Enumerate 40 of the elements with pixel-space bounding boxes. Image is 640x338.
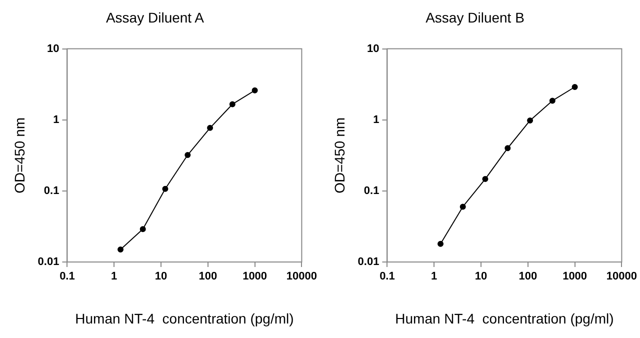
point [572,84,578,90]
point [438,240,444,247]
point [504,145,511,152]
chart-title: Assay Diluent B [426,9,524,26]
point [482,176,488,182]
y-tick-label: 10 [46,42,60,55]
x-tick-label: 100 [198,270,218,283]
x-tick-label: 10000 [286,270,318,283]
y-tick-label: 0.01 [358,256,380,268]
point [184,152,191,158]
point [549,98,556,104]
point [460,204,466,210]
x-tick-label: 1 [111,270,118,283]
x-tick-label: 1000 [242,270,268,283]
y-axis-title: OD=450 nm [331,117,348,194]
x-axis-title: Human NT-4 concentration (pg/ml) [75,310,294,326]
chart-title: Assay Diluent A [106,9,205,26]
y-tick-label: 1 [53,114,60,126]
x-tick-label: 10000 [606,270,638,283]
point [118,246,124,252]
point [527,117,534,124]
x-tick-label: 10 [474,270,488,283]
y-tick-label: 10 [366,42,380,55]
x-tick-label: 1 [431,270,438,283]
x-tick-label: 0.1 [60,270,75,283]
point [252,87,258,94]
y-tick-label: 0.1 [44,184,60,197]
x-tick-label: 10 [154,270,168,283]
point [140,226,146,232]
x-tick-label: 100 [518,270,538,283]
x-tick-label: 1000 [562,270,588,283]
x-tick-label: 0.1 [380,270,395,283]
y-tick-label: 0.1 [364,184,380,197]
point [229,101,236,108]
y-axis-title: OD=450 nm [11,117,28,194]
y-tick-label: 0.01 [38,256,60,268]
point [207,124,214,131]
x-axis-title: Human NT-4 concentration (pg/ml) [395,310,614,326]
y-tick-label: 1 [373,114,380,126]
point [162,186,168,192]
